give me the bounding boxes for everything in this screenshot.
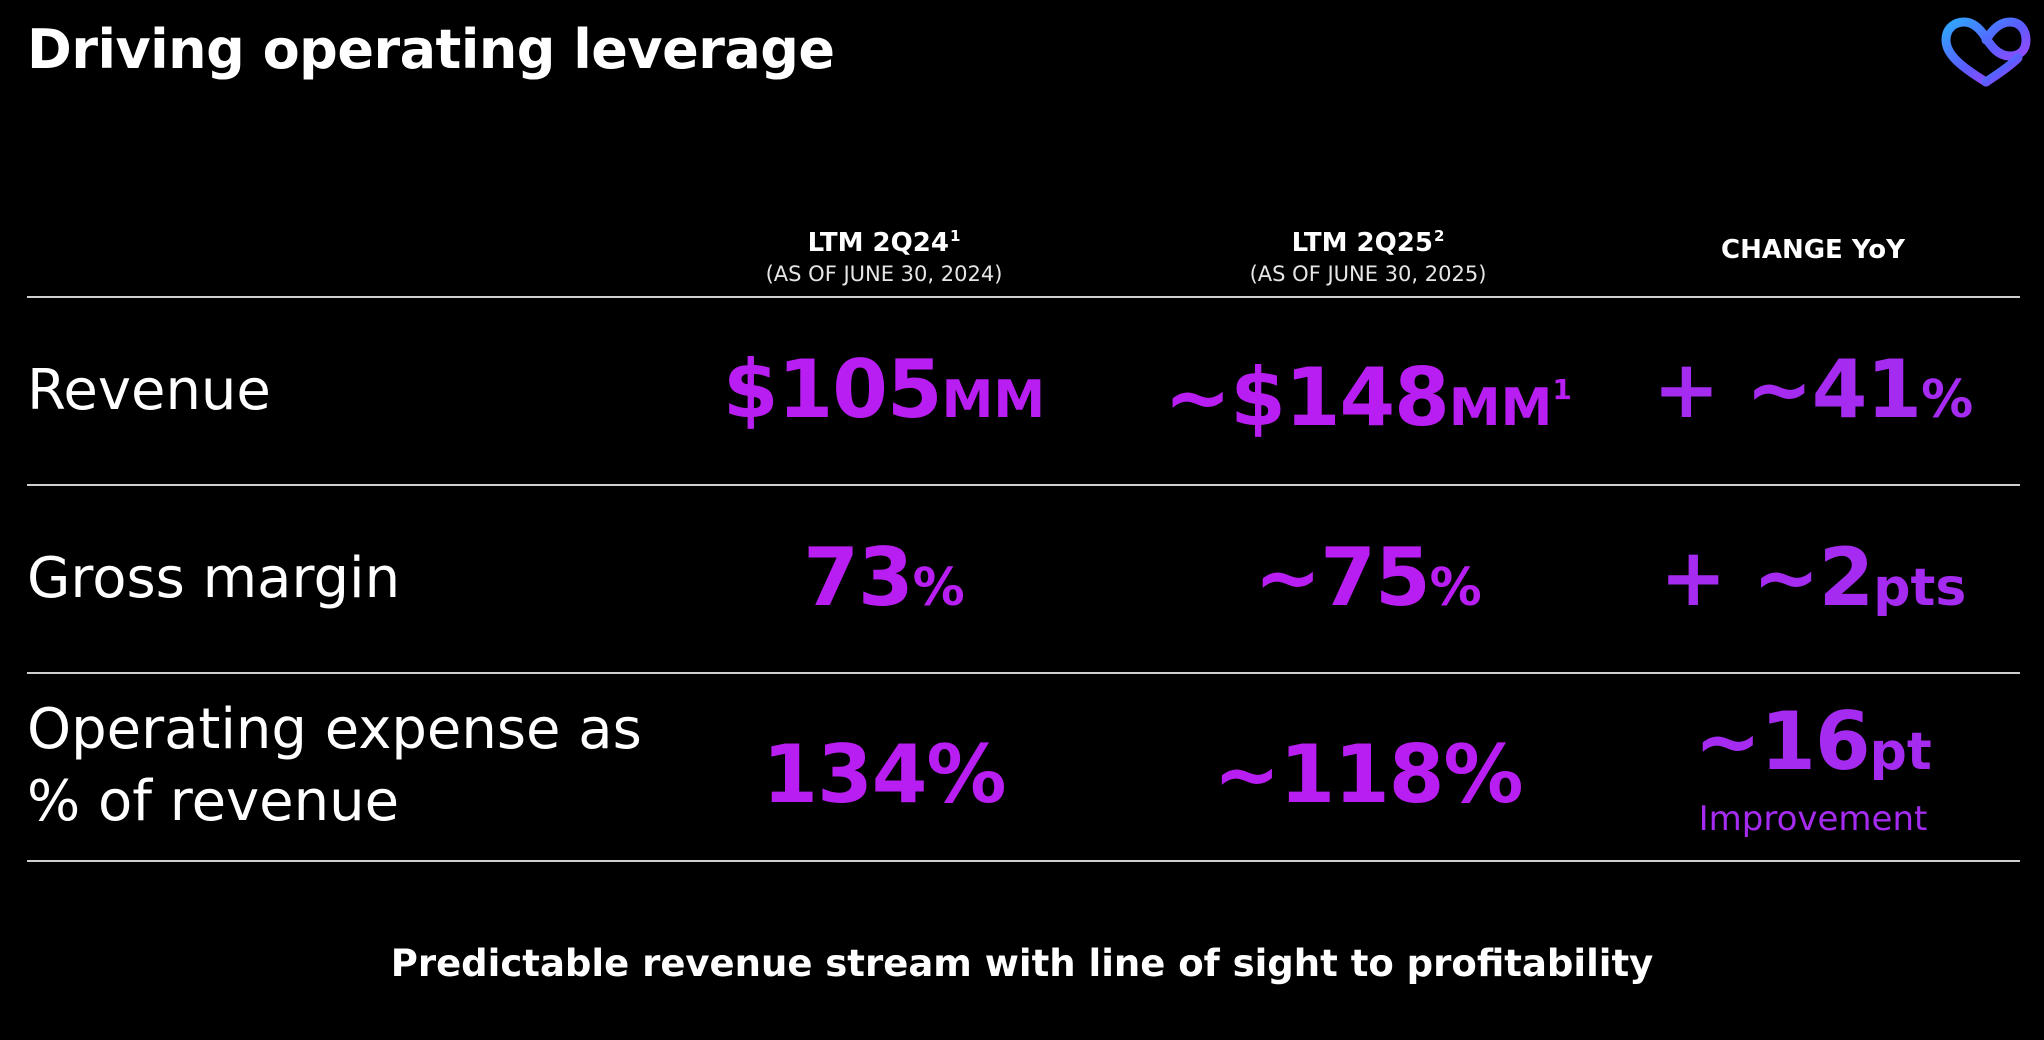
- infinity-heart-logo: [1941, 17, 2031, 87]
- slide-title: Driving operating leverage: [27, 18, 835, 81]
- revenue-ltm-2q24-value: $105MM: [722, 343, 1046, 436]
- row-divider: [27, 484, 2020, 486]
- row-divider: [27, 860, 2020, 862]
- column-header-change-yoy: CHANGE YoY: [1573, 234, 2044, 266]
- opex-change-value: ~16pt: [1694, 695, 1932, 788]
- footnote-marker: 1: [949, 227, 961, 245]
- opex-change-note: Improvement: [1698, 799, 1928, 839]
- column-label: LTM 2Q24: [807, 228, 949, 258]
- column-sublabel: (AS OF JUNE 30, 2025): [1249, 262, 1487, 286]
- header-divider: [27, 296, 2020, 298]
- column-label: LTM 2Q25: [1291, 228, 1433, 258]
- column-label: CHANGE YoY: [1720, 235, 1905, 265]
- opex-ltm-2q24-value: 134%: [762, 728, 1006, 821]
- slide-footer: Predictable revenue stream with line of …: [390, 942, 1654, 985]
- opex-ltm-2q25-value: ~118%: [1213, 728, 1523, 821]
- row-label-operating-expense: Operating expense as % of revenue: [27, 697, 642, 834]
- column-header-ltm-2q24: LTM 2Q241 (AS OF JUNE 30, 2024): [644, 220, 1124, 289]
- row-label-gross-margin: Gross margin: [27, 546, 401, 611]
- gross-margin-change-value: + ~2pts: [1659, 531, 1967, 624]
- footnote-marker: 2: [1433, 227, 1445, 245]
- revenue-ltm-2q25-value: ~$148MM1: [1164, 351, 1572, 444]
- row-label-revenue: Revenue: [27, 358, 271, 423]
- footnote-marker: 1: [1552, 373, 1572, 406]
- row-divider: [27, 672, 2020, 674]
- column-sublabel: (AS OF JUNE 30, 2024): [765, 262, 1003, 286]
- column-header-ltm-2q25: LTM 2Q252 (AS OF JUNE 30, 2025): [1128, 220, 1608, 289]
- revenue-change-value: + ~41%: [1652, 343, 1974, 436]
- gross-margin-ltm-2q25-value: ~75%: [1254, 531, 1482, 624]
- gross-margin-ltm-2q24-value: 73%: [803, 531, 965, 624]
